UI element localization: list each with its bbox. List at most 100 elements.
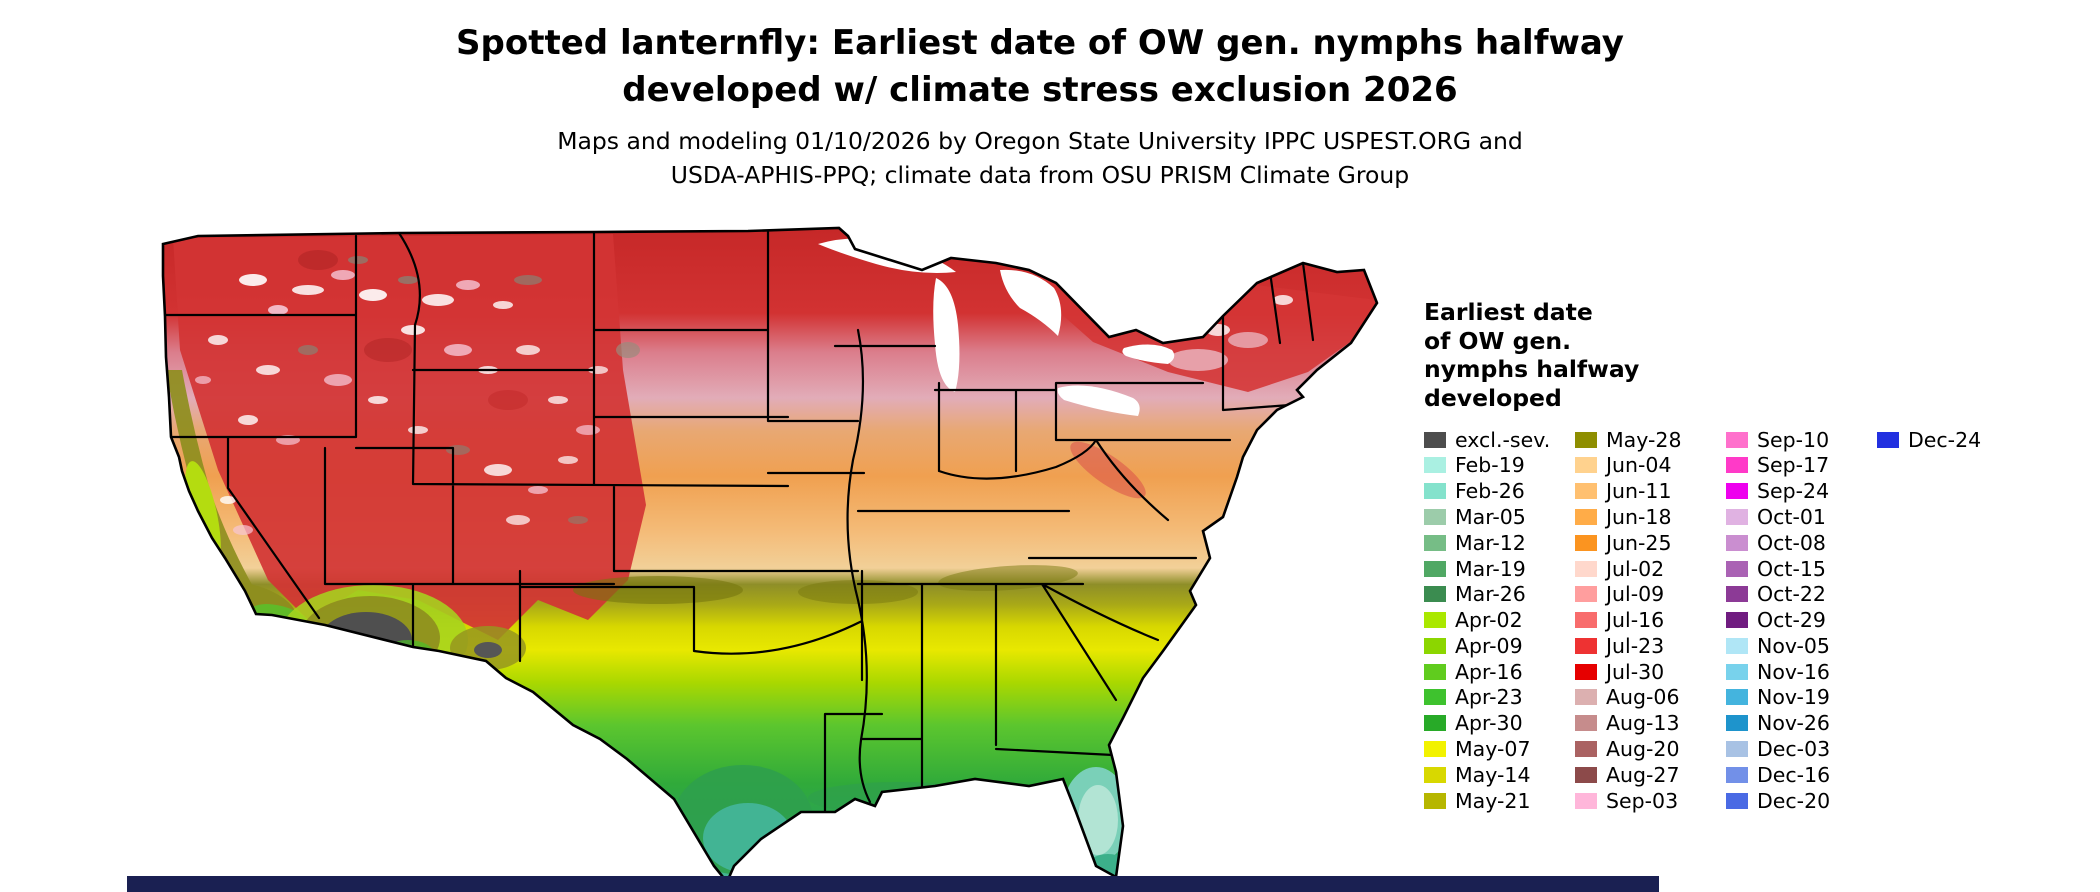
legend-swatch bbox=[1575, 508, 1597, 525]
legend-swatch bbox=[1575, 715, 1597, 732]
legend-label: Jun-11 bbox=[1606, 479, 1672, 504]
legend-label: Nov-05 bbox=[1757, 633, 1830, 658]
legend-swatch bbox=[1424, 560, 1446, 577]
legend-column-1: excl.-sev. Feb-19 Feb-26 Mar-05 Mar-12 Mar-19… bbox=[1424, 427, 1575, 814]
legend-label: Apr-16 bbox=[1455, 659, 1523, 684]
legend-swatch bbox=[1726, 766, 1748, 783]
legend-entry: Jul-09 bbox=[1575, 581, 1726, 607]
legend-label: Apr-02 bbox=[1455, 608, 1523, 633]
legend-label: Sep-03 bbox=[1606, 788, 1679, 813]
state-boundaries bbox=[163, 229, 1315, 814]
legend-title-line2: of OW gen. bbox=[1424, 326, 1572, 355]
footer-bar bbox=[127, 876, 1659, 892]
legend-entry: Jun-25 bbox=[1575, 530, 1726, 556]
legend-label: Nov-16 bbox=[1757, 659, 1830, 684]
legend: Earliest date of OW gen. nymphs halfway … bbox=[1424, 298, 2044, 814]
legend-label: Jul-02 bbox=[1606, 556, 1665, 581]
legend-title-line3: nymphs halfway bbox=[1424, 355, 1640, 384]
south-teal-regions bbox=[673, 765, 1130, 882]
lake-erie bbox=[1057, 385, 1140, 416]
legend-entry: Sep-17 bbox=[1726, 452, 1877, 478]
legend-swatch bbox=[1575, 612, 1597, 629]
legend-label: Dec-20 bbox=[1757, 788, 1831, 813]
legend-entry: May-14 bbox=[1424, 762, 1575, 788]
legend-entry: Sep-24 bbox=[1726, 478, 1877, 504]
legend-swatch bbox=[1575, 457, 1597, 474]
legend-entry: Sep-10 bbox=[1726, 427, 1877, 453]
legend-label: Dec-03 bbox=[1757, 737, 1831, 762]
legend-entry: Aug-20 bbox=[1575, 736, 1726, 762]
legend-label: Mar-05 bbox=[1455, 504, 1526, 529]
legend-swatch bbox=[1575, 689, 1597, 706]
legend-swatch bbox=[1726, 741, 1748, 758]
legend-swatch bbox=[1726, 508, 1748, 525]
legend-entry: Jul-30 bbox=[1575, 659, 1726, 685]
legend-entry: Oct-08 bbox=[1726, 530, 1877, 556]
legend-entry: Oct-15 bbox=[1726, 556, 1877, 582]
legend-swatch bbox=[1726, 792, 1748, 809]
legend-label: Jun-18 bbox=[1606, 504, 1672, 529]
legend-entry: Aug-06 bbox=[1575, 685, 1726, 711]
legend-swatch bbox=[1575, 637, 1597, 654]
us-map bbox=[158, 220, 1390, 888]
legend-entry: Apr-30 bbox=[1424, 710, 1575, 736]
legend-columns: excl.-sev. Feb-19 Feb-26 Mar-05 Mar-12 Mar-19… bbox=[1424, 427, 2044, 814]
legend-label: Dec-16 bbox=[1757, 762, 1831, 787]
legend-entry: May-07 bbox=[1424, 736, 1575, 762]
legend-swatch bbox=[1726, 457, 1748, 474]
legend-entry: Jul-02 bbox=[1575, 556, 1726, 582]
legend-label: Oct-15 bbox=[1757, 556, 1826, 581]
legend-swatch bbox=[1575, 534, 1597, 551]
legend-swatch bbox=[1424, 766, 1446, 783]
legend-label: Feb-19 bbox=[1455, 453, 1525, 478]
legend-label: Oct-29 bbox=[1757, 608, 1826, 633]
legend-entry: Apr-23 bbox=[1424, 685, 1575, 711]
map-subtitle-line1: Maps and modeling 01/10/2026 by Oregon S… bbox=[557, 127, 1523, 155]
legend-swatch bbox=[1726, 715, 1748, 732]
map-subtitle: Maps and modeling 01/10/2026 by Oregon S… bbox=[290, 124, 1790, 192]
legend-entry: Nov-16 bbox=[1726, 659, 1877, 685]
legend-label: Jul-16 bbox=[1606, 608, 1665, 633]
legend-label: Jul-23 bbox=[1606, 633, 1665, 658]
legend-label: Nov-26 bbox=[1757, 711, 1830, 736]
legend-swatch bbox=[1575, 766, 1597, 783]
legend-swatch bbox=[1726, 586, 1748, 603]
legend-entry: Mar-12 bbox=[1424, 530, 1575, 556]
legend-label: Aug-06 bbox=[1606, 685, 1680, 710]
legend-swatch bbox=[1726, 560, 1748, 577]
legend-label: Aug-27 bbox=[1606, 762, 1680, 787]
legend-swatch bbox=[1726, 534, 1748, 551]
map-title-line2: developed w/ climate stress exclusion 20… bbox=[622, 69, 1458, 110]
legend-entry: excl.-sev. bbox=[1424, 427, 1575, 453]
legend-column-4: Dec-24 bbox=[1877, 427, 2028, 814]
legend-label: Mar-12 bbox=[1455, 530, 1526, 555]
legend-swatch bbox=[1424, 586, 1446, 603]
legend-entry: Jul-16 bbox=[1575, 607, 1726, 633]
legend-swatch bbox=[1575, 586, 1597, 603]
legend-swatch bbox=[1424, 689, 1446, 706]
legend-label: Aug-13 bbox=[1606, 711, 1680, 736]
legend-entry: Oct-29 bbox=[1726, 607, 1877, 633]
legend-swatch bbox=[1424, 663, 1446, 680]
map-subtitle-line2: USDA-APHIS-PPQ; climate data from OSU PR… bbox=[670, 161, 1410, 190]
legend-column-2: May-28 Jun-04 Jun-11 Jun-18 Jun-25 Jul-02 Jul-… bbox=[1575, 427, 1726, 814]
legend-label: May-21 bbox=[1455, 788, 1531, 813]
legend-label: Jul-09 bbox=[1606, 582, 1665, 607]
legend-label: May-28 bbox=[1606, 427, 1682, 452]
legend-label: May-07 bbox=[1455, 737, 1531, 762]
us-map-svg bbox=[161, 226, 1379, 884]
legend-entry: Jun-04 bbox=[1575, 452, 1726, 478]
legend-swatch bbox=[1424, 534, 1446, 551]
legend-entry: Oct-22 bbox=[1726, 581, 1877, 607]
legend-label: Apr-09 bbox=[1455, 633, 1523, 658]
lake-ontario bbox=[1122, 344, 1175, 364]
legend-label: Oct-01 bbox=[1757, 504, 1826, 529]
legend-label: Apr-30 bbox=[1455, 711, 1523, 736]
legend-entry: Dec-03 bbox=[1726, 736, 1877, 762]
legend-swatch bbox=[1575, 483, 1597, 500]
legend-entry: Nov-19 bbox=[1726, 685, 1877, 711]
mountain-speckles bbox=[195, 250, 640, 535]
legend-swatch bbox=[1424, 508, 1446, 525]
lake-michigan bbox=[933, 278, 960, 392]
